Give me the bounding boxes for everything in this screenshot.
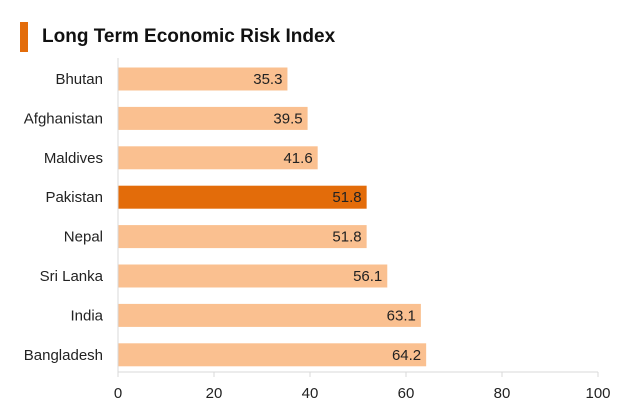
- x-tick-label-20: 20: [206, 385, 223, 402]
- bar-bhutan: [118, 67, 288, 91]
- data-label-bhutan: 35.3: [253, 71, 282, 88]
- x-tick-label-100: 100: [585, 385, 610, 402]
- category-label-maldives: Maldives: [44, 150, 103, 167]
- category-label-nepal: Nepal: [64, 229, 103, 246]
- data-label-afghanistan: 39.5: [273, 110, 302, 127]
- bar-bangladesh: [118, 343, 427, 367]
- bar-maldives: [118, 146, 318, 170]
- x-tick-label-80: 80: [494, 385, 511, 402]
- bar-nepal: [118, 225, 367, 249]
- category-label-bhutan: Bhutan: [55, 71, 103, 88]
- category-label-pakistan: Pakistan: [45, 189, 103, 206]
- data-label-nepal: 51.8: [332, 229, 361, 246]
- data-label-india: 63.1: [387, 307, 416, 324]
- bar-pakistan: [118, 185, 367, 209]
- category-label-sri-lanka: Sri Lanka: [40, 268, 104, 285]
- chart-title-row: Long Term Economic Risk Index: [20, 22, 335, 52]
- category-label-afghanistan: Afghanistan: [24, 110, 103, 127]
- bar-india: [118, 303, 421, 327]
- category-label-bangladesh: Bangladesh: [24, 347, 103, 364]
- x-tick-label-60: 60: [398, 385, 415, 402]
- data-label-bangladesh: 64.2: [392, 347, 421, 364]
- bar-afghanistan: [118, 106, 308, 130]
- bar-sri-lanka: [118, 264, 388, 288]
- category-label-india: India: [70, 307, 103, 324]
- data-label-maldives: 41.6: [283, 150, 312, 167]
- data-label-sri-lanka: 56.1: [353, 268, 382, 285]
- title-accent-bar: [20, 22, 28, 52]
- chart-title: Long Term Economic Risk Index: [42, 26, 336, 47]
- x-tick-label-0: 0: [114, 385, 122, 402]
- data-label-pakistan: 51.8: [332, 189, 361, 206]
- x-tick-label-40: 40: [302, 385, 319, 402]
